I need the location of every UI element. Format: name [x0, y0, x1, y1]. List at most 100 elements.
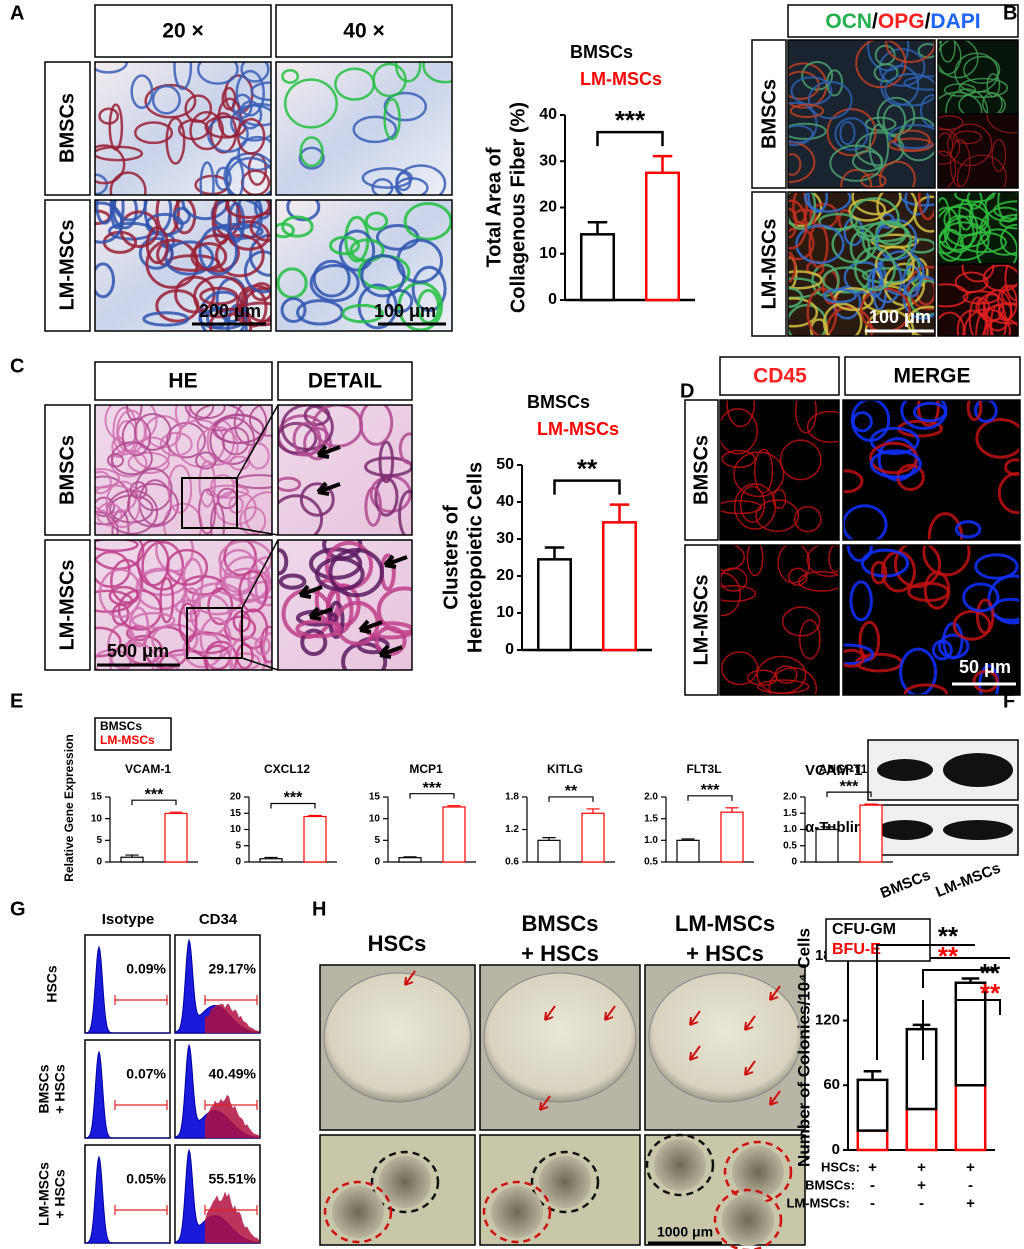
zoom-box: [181, 477, 238, 529]
y-tick-label: 2.0: [783, 792, 797, 803]
bar-segment: [954, 1084, 987, 1152]
y-tick-label: 120: [815, 1011, 840, 1028]
y-tick-label: 5: [374, 835, 380, 846]
arrow: [298, 584, 323, 599]
y-tick-label: 20: [230, 792, 242, 803]
header-box: [94, 361, 273, 401]
cell-wall: [329, 235, 360, 256]
error-bar: [961, 977, 980, 983]
cell-wall: [364, 486, 382, 527]
cell-wall: [95, 496, 115, 518]
cell-wall: [411, 265, 447, 312]
legend-entry: LM-MSCs: [537, 419, 619, 439]
cell-wall: [949, 139, 971, 188]
legend-entry: LM-MSCs: [580, 69, 662, 89]
cell-wall: [788, 207, 798, 239]
cell-wall: [280, 297, 307, 324]
cell-wall: [997, 192, 1018, 223]
scale-bar-label: 200 μm: [199, 301, 261, 321]
cell-wall: [938, 283, 969, 308]
frame: [277, 539, 413, 671]
colony-outline: [482, 1180, 552, 1244]
y-tick-label: 15: [91, 792, 103, 803]
header-box: [277, 361, 413, 401]
cell-wall: [938, 150, 957, 188]
cell-wall: [112, 406, 138, 456]
cell-wall: [920, 94, 935, 127]
significance-bracket: [409, 793, 455, 799]
error-bar: [586, 808, 600, 814]
cell-wall: [822, 302, 863, 336]
cell-wall: [806, 545, 839, 577]
bar: [120, 856, 144, 863]
cell-wall: [975, 312, 992, 336]
cell-wall: [360, 254, 406, 298]
cell-wall: [259, 625, 272, 664]
error-bar: [544, 546, 565, 560]
cell-wall: [898, 116, 935, 162]
cell-wall: [986, 73, 1001, 98]
chart-title: ANGPT1: [819, 762, 868, 776]
cell-wall: [422, 62, 452, 84]
row-box: [751, 39, 787, 189]
cell-wall: [893, 545, 942, 589]
row-label: VCAM-1: [805, 762, 863, 779]
cell-wall: [806, 287, 838, 336]
header-box: [94, 4, 272, 58]
error-bar: [403, 856, 417, 858]
condition-label: BMSCs:: [805, 1177, 855, 1192]
arrow: [769, 985, 781, 1001]
cell-wall: [142, 311, 190, 327]
cell-wall: [378, 440, 395, 484]
cell-wall: [822, 288, 857, 304]
cell-wall: [95, 468, 120, 489]
panel-label: H: [312, 898, 326, 920]
cell-wall: [286, 200, 321, 222]
cell-wall: [155, 289, 200, 323]
error-bar: [912, 1023, 931, 1030]
cell-wall: [922, 545, 971, 577]
bar: [645, 171, 680, 302]
texture: [788, 192, 935, 336]
band: [943, 753, 1013, 787]
y-tick-label: 10: [539, 245, 557, 262]
cell-wall: [134, 121, 174, 145]
cell-wall: [958, 198, 974, 231]
colony-outline: [530, 1150, 600, 1214]
cell-wall: [839, 120, 856, 146]
y-tick-label: 10: [496, 604, 514, 621]
bar: [398, 857, 422, 863]
condition-label: HSCs:: [821, 1159, 860, 1174]
cell-wall: [912, 401, 948, 423]
cell-wall: [191, 582, 244, 616]
cell-wall: [229, 455, 250, 471]
error-bar: [863, 1069, 882, 1080]
histogram: [205, 1094, 260, 1138]
error-bar: [308, 814, 322, 817]
cell-wall: [958, 77, 1009, 98]
texture: [720, 400, 839, 533]
cell-wall: [806, 410, 839, 443]
cell-wall: [899, 647, 938, 695]
cell-wall: [851, 192, 902, 216]
header-box: [787, 4, 1019, 38]
row-label: LM-MSCs: [36, 1162, 52, 1226]
condition-cell: +: [966, 1195, 975, 1212]
bar: [537, 839, 561, 863]
arrow: [404, 970, 416, 986]
significance: ***: [840, 778, 859, 795]
row-label: BMSCs: [56, 93, 78, 163]
cell-wall: [788, 199, 808, 250]
y-axis-label: Collagenous Fiber (%): [507, 102, 529, 313]
legend-entry: BMSCs: [100, 719, 142, 733]
frame: [94, 61, 272, 196]
cell-wall: [240, 62, 270, 83]
significance: **: [938, 921, 959, 951]
cell-wall: [720, 499, 763, 515]
zoom-box: [186, 607, 243, 659]
colony: [722, 1194, 774, 1246]
frame: [937, 263, 1019, 337]
cell-wall: [182, 630, 224, 669]
texture: [938, 192, 1018, 264]
cell-wall: [221, 86, 237, 111]
